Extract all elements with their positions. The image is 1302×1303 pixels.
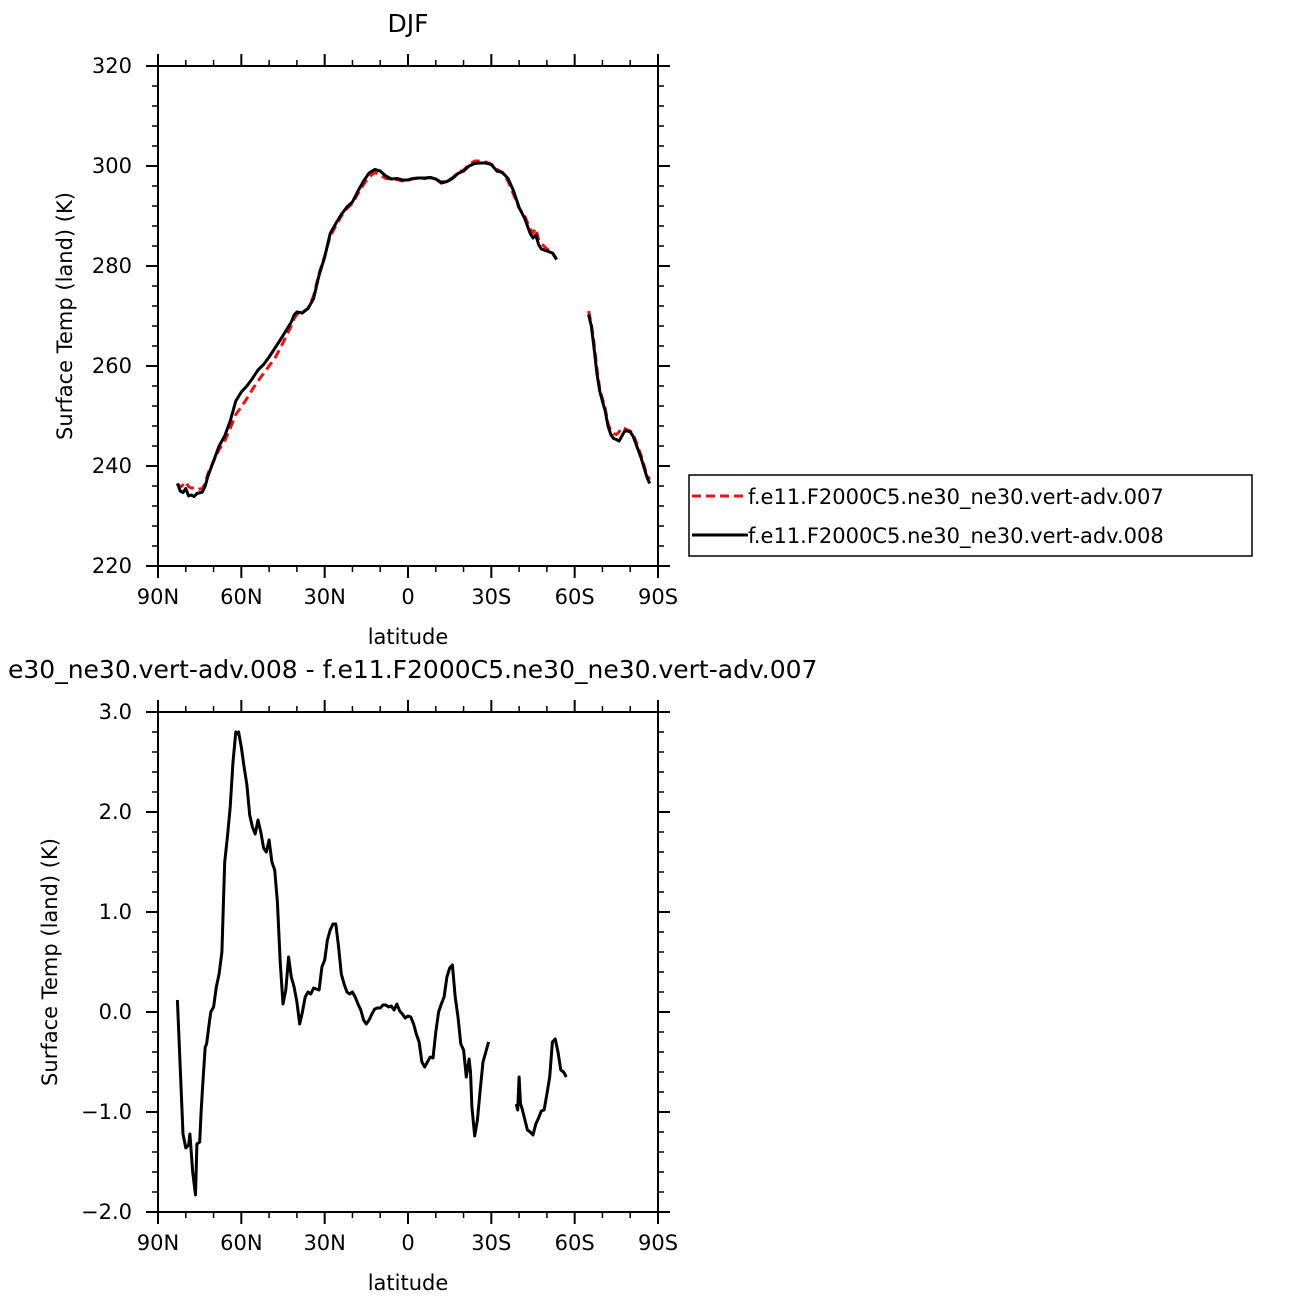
bottom-chart-series — [175, 730, 568, 1197]
bottom-chart-y-tick-label: −2.0 — [81, 1200, 132, 1224]
top-chart-y-tick-label: 300 — [92, 154, 132, 178]
top-chart-series-0-line — [176, 159, 558, 491]
top-chart-y-tick-label: 280 — [92, 254, 132, 278]
bottom-chart-y-tick-label: 0.0 — [99, 1000, 132, 1024]
top-chart-x-tick-label: 60N — [220, 585, 262, 609]
top-chart-x-tick-label: 0 — [401, 585, 414, 609]
top-chart-series — [175, 159, 652, 498]
top-chart-title: DJF — [387, 9, 428, 38]
legend-box — [688, 474, 1253, 557]
bottom-chart-y-tick-label: 3.0 — [99, 700, 132, 724]
bottom-chart-y-tick-label: 1.0 — [99, 900, 132, 924]
top-chart-x-tick-label: 60S — [555, 585, 595, 609]
legend-label-007: f.e11.F2000C5.ne30_ne30.vert-adv.007 — [748, 485, 1164, 510]
top-chart-axes: 90N 60N 30N 0 30S 60S 90S 220 240 260 280 300 320 — [92, 54, 678, 609]
legend: f.e11.F2000C5.ne30_ne30.vert-adv.007 f.e… — [688, 474, 1253, 557]
top-chart-series-1-line — [175, 161, 558, 498]
legend-label-008: f.e11.F2000C5.ne30_ne30.vert-adv.008 — [748, 524, 1164, 549]
bottom-chart-x-tick-label: 30S — [471, 1231, 511, 1255]
bottom-chart-frame — [157, 711, 659, 1213]
top-chart-x-tick-label: 30N — [303, 585, 345, 609]
bottom-chart-x-tick-label: 60S — [555, 1231, 595, 1255]
top-chart-y-tick-label: 320 — [92, 54, 132, 78]
bottom-chart-x-tick-label: 90S — [638, 1231, 678, 1255]
bottom-chart: e30_ne30.vert-adv.008 - f.e11.F2000C5.ne… — [8, 655, 817, 1295]
top-chart-frame — [157, 65, 659, 567]
bottom-chart-x-tick-label: 30N — [303, 1231, 345, 1255]
bottom-chart-series-0-line — [175, 730, 491, 1197]
bottom-chart-y-tick-label: −1.0 — [81, 1100, 132, 1124]
bottom-chart-x-tick-label: 60N — [220, 1231, 262, 1255]
top-chart-x-tick-label: 90S — [638, 585, 678, 609]
bottom-chart-axes: 90N 60N 30N 0 30S 60S 90S −2.0 −1.0 0.0 1.0 2.0 3.0 — [81, 700, 678, 1255]
top-chart-y-axis-label: Surface Temp (land) (K) — [53, 192, 77, 440]
top-chart-x-tick-label: 30S — [471, 585, 511, 609]
bottom-chart-x-tick-label: 90N — [137, 1231, 179, 1255]
bottom-chart-series-0-line — [514, 1037, 568, 1137]
top-chart-x-axis-label: latitude — [368, 625, 449, 649]
top-chart-y-tick-label: 240 — [92, 454, 132, 478]
top-chart-y-tick-label: 220 — [92, 554, 132, 578]
top-chart-series-1-line — [587, 314, 652, 485]
bottom-chart-title: e30_ne30.vert-adv.008 - f.e11.F2000C5.ne… — [8, 655, 817, 684]
bottom-chart-x-tick-label: 0 — [401, 1231, 414, 1255]
bottom-chart-x-axis-label: latitude — [368, 1271, 449, 1295]
top-chart: DJF latitude Surface Temp (land) (K) 90N… — [53, 9, 678, 649]
top-chart-x-tick-label: 90N — [137, 585, 179, 609]
top-chart-y-tick-label: 260 — [92, 354, 132, 378]
bottom-chart-y-tick-label: 2.0 — [99, 800, 132, 824]
bottom-chart-y-axis-label: Surface Temp (land) (K) — [38, 838, 62, 1086]
